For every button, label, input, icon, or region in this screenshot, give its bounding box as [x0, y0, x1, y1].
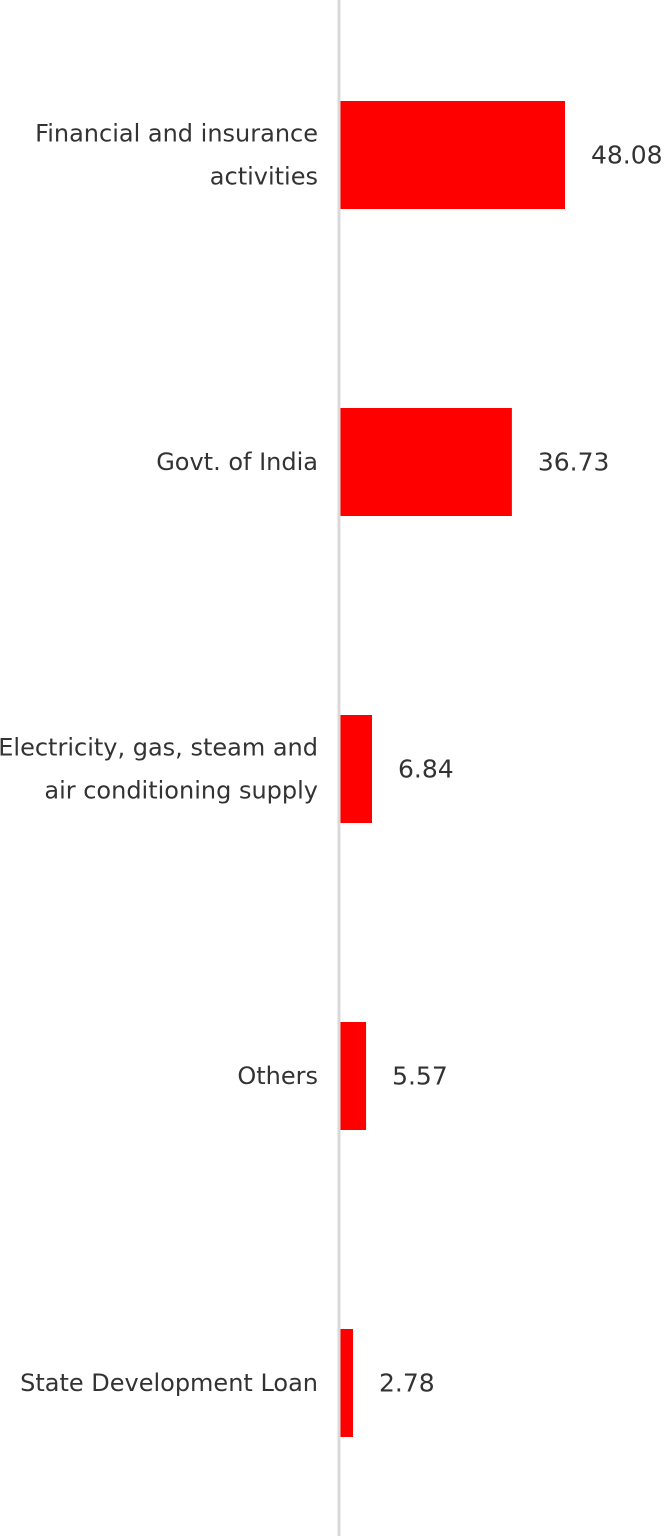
bar [340, 408, 512, 516]
category-label: activities [210, 163, 318, 191]
bars-group [340, 101, 565, 1437]
bar [340, 1022, 367, 1130]
bar [340, 101, 565, 209]
value-label: 2.78 [379, 1369, 435, 1398]
category-label: air conditioning supply [44, 777, 318, 805]
value-label: 5.57 [392, 1062, 448, 1091]
bar [340, 715, 373, 823]
category-label: Financial and insurance [35, 120, 318, 148]
value-label: 6.84 [398, 755, 454, 784]
category-label: Electricity, gas, steam and [0, 734, 318, 762]
category-label: State Development Loan [20, 1369, 318, 1397]
labels-group: 48.08 Financial and insurance activities 36… [0, 120, 663, 1398]
value-label: 36.73 [538, 448, 610, 477]
category-label: Others [237, 1062, 318, 1090]
bar [340, 1329, 354, 1437]
value-label: 48.08 [591, 141, 663, 170]
category-label: Govt. of India [156, 448, 318, 476]
